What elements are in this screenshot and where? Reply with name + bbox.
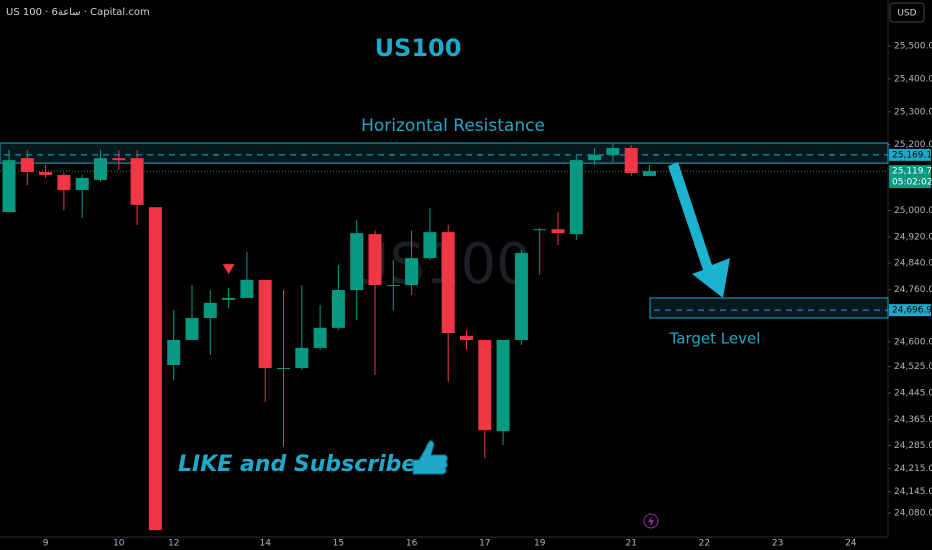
candle-body [624, 147, 638, 173]
y-tick-label: 24,285.0 [894, 441, 932, 451]
x-tick-label: 10 [113, 539, 125, 549]
price-label-box [889, 148, 931, 161]
candle-body [313, 327, 327, 348]
x-tick-label: 12 [168, 539, 179, 549]
y-tick-label: 24,145.0 [894, 487, 932, 497]
x-tick-label: 23 [772, 539, 783, 549]
candle-body [185, 317, 199, 341]
candle-body [405, 258, 419, 286]
y-tick-label: 25,400.0 [894, 74, 932, 84]
candle-body [277, 367, 290, 369]
candle-body [331, 290, 345, 328]
candle-body [203, 302, 217, 318]
x-tick-label: 17 [479, 539, 490, 549]
y-tick-label: 24,760.0 [894, 285, 932, 295]
zone [649, 297, 889, 319]
candle-body [441, 232, 455, 334]
price-label: 24,696.9 [892, 306, 932, 316]
candle-body [2, 160, 16, 213]
candle-body [551, 229, 565, 234]
annotation: LIKE and Subscribe [178, 452, 416, 477]
annotation: Horizontal Resistance [361, 116, 545, 136]
candle-body [606, 147, 620, 155]
candle-body [514, 252, 528, 341]
candle-body [148, 207, 162, 531]
annotation: Target Level [669, 330, 761, 348]
price-label: 25,119.7 [892, 167, 932, 177]
candle-body [496, 340, 510, 432]
candle-body [240, 279, 254, 298]
candle-body [167, 340, 181, 366]
y-tick-label: 24,215.0 [894, 464, 932, 474]
x-tick-label: 9 [43, 539, 49, 549]
y-tick-label: 24,445.0 [894, 388, 932, 398]
x-tick-label: 22 [699, 539, 710, 549]
x-tick-label: 21 [625, 539, 636, 549]
y-tick-label: 24,365.0 [894, 415, 932, 425]
price-label: 25,169.1 [892, 150, 932, 160]
candle-body [258, 279, 272, 368]
candle-body [588, 154, 602, 161]
price-label-box [889, 304, 931, 317]
y-tick-label: 24,920.0 [894, 232, 932, 242]
candle-body [569, 160, 583, 235]
candle-body [350, 233, 364, 291]
candle-body [94, 158, 107, 180]
y-tick-label: 24,080.0 [894, 508, 932, 518]
x-tick-label: 24 [845, 539, 857, 549]
y-tick-label: 25,300.0 [894, 107, 932, 117]
candle-body [478, 340, 492, 431]
candle-body [130, 158, 144, 205]
event-icon[interactable] [643, 513, 659, 529]
candle-body [386, 285, 400, 287]
candle-body [57, 174, 71, 191]
currency-button[interactable] [889, 2, 925, 23]
signal-marker [222, 264, 235, 275]
candle-body [39, 171, 53, 175]
candle-body [533, 229, 547, 231]
price-label-box [889, 165, 931, 189]
event-icon [648, 516, 654, 527]
header: US 100 · 6ساعة · Capital.com [6, 7, 150, 18]
candle-body [295, 347, 309, 368]
currency: USD [897, 9, 916, 19]
y-tick-label: 24,600.0 [894, 337, 932, 347]
candle-body [643, 171, 656, 176]
x-tick-label: 16 [406, 539, 418, 549]
x-tick-label: 14 [259, 539, 271, 549]
chart-title: US100 [375, 34, 462, 62]
candle-body [20, 158, 34, 172]
y-tick-label: 24,525.0 [894, 362, 932, 372]
arrow [668, 162, 730, 298]
y-tick-label: 25,000.0 [894, 206, 932, 216]
y-tick-label: 24,840.0 [894, 259, 932, 269]
candle-body [75, 177, 89, 191]
candle-body [222, 297, 236, 300]
y-tick-label: 25,200.0 [894, 140, 932, 150]
countdown: 05:02:02 [892, 178, 932, 188]
candle-body [460, 336, 473, 341]
candle-body [112, 158, 126, 161]
thumbs-up-icon [412, 440, 448, 475]
candle-body [368, 234, 382, 286]
x-tick-label: 19 [534, 539, 546, 549]
x-tick-label: 15 [333, 539, 344, 549]
y-tick-label: 25,500.0 [894, 42, 932, 52]
zone [0, 142, 889, 164]
candle-body [423, 232, 437, 259]
